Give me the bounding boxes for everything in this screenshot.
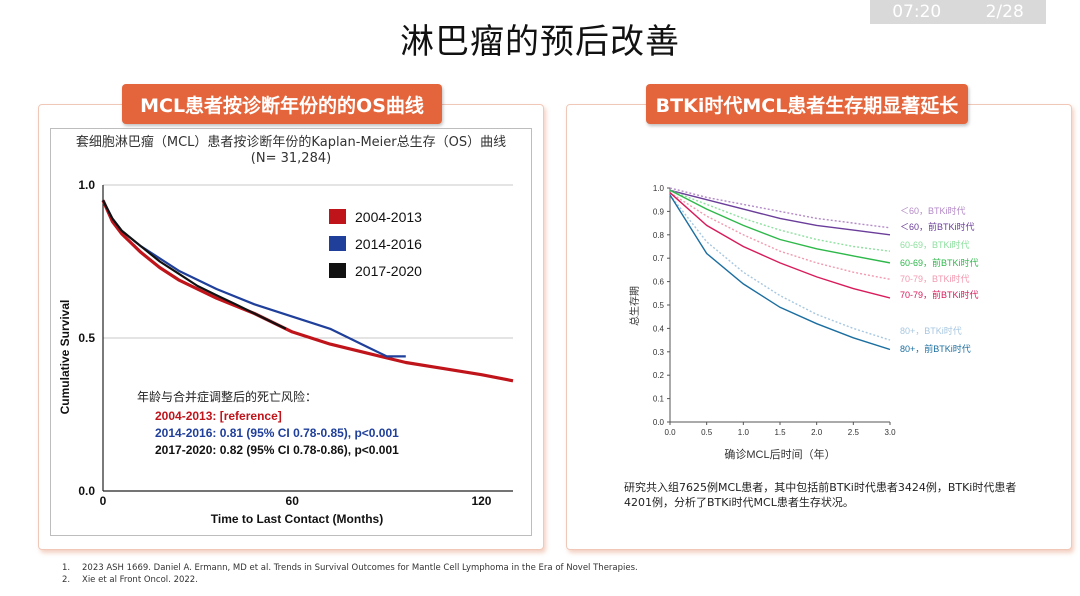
sv-series-label: 60-69，BTKi时代	[900, 239, 970, 250]
reference-1: 1. 2023 ASH 1669. Daniel A. Ermann, MD et…	[62, 563, 638, 573]
km-ytick-label: 0.5	[78, 331, 95, 345]
sv-series-line	[669, 187, 891, 229]
km-series	[101, 199, 514, 383]
km-chart-box: 套细胞淋巴瘤（MCL）患者按诊断年份的Kaplan-Meier总生存（OS）曲线…	[50, 128, 532, 536]
hr-heading: 年龄与合并症调整后的死亡风险：	[137, 389, 317, 404]
km-series-2017-2020	[102, 199, 287, 330]
sv-series-label: ＜60，前BTKi时代	[900, 221, 975, 232]
sv-ytick-label: 0.1	[653, 395, 665, 404]
km-xlabel: Time to Last Contact (Months)	[211, 512, 383, 526]
age-survival-plot: 0.0 0.1 0.2 0.3 0.4 0.5 0.6 0.7 0.8 0.9 1.0 0.0 0.5 1…	[628, 184, 979, 461]
right-panel-header: BTKi时代MCL患者生存期显著延长	[646, 84, 968, 124]
km-series-2004-2013	[101, 199, 514, 383]
sv-xtick-label: 1.0	[738, 428, 750, 437]
right-card	[566, 104, 1072, 550]
km-plot: 0.0 0.5 1.0 0 60 120 2004-2013 2014-2016 2017-2…	[58, 178, 514, 526]
page-counter: 2/28	[985, 2, 1024, 22]
sv-series-line	[669, 189, 891, 252]
km-ytick-label: 1.0	[78, 178, 95, 192]
study-description: 研究共入组7625例MCL患者，其中包括前BTKi时代患者3424例，BTKi时…	[624, 481, 1017, 509]
km-legend-label: 2014-2016	[355, 236, 422, 252]
sv-xtick-label: 3.0	[884, 428, 896, 437]
sv-ytick-label: 0.3	[653, 348, 665, 357]
sv-series-label: 70-79，BTKi时代	[900, 273, 970, 284]
left-panel-header: MCL患者按诊断年份的的OS曲线	[122, 84, 442, 124]
sv-xtick-label: 0.0	[664, 428, 676, 437]
references: 1. 2023 ASH 1669. Daniel A. Ermann, MD et…	[62, 562, 638, 586]
sv-series-label: 60-69，前BTKi时代	[900, 257, 979, 268]
slide-status-bar: 07:20 2/28	[870, 0, 1046, 24]
sv-series-line	[669, 192, 891, 280]
km-ytick-label: 0.0	[78, 484, 95, 498]
sv-ytick-label: 1.0	[653, 184, 665, 193]
slide-title: 淋巴瘤的预后改善	[400, 22, 680, 62]
km-legend-swatch	[329, 209, 346, 224]
sv-axes: 0.0 0.1 0.2 0.3 0.4 0.5 0.6 0.7 0.8 0.9 1.0 0.0 0.5 1…	[653, 184, 896, 437]
sv-ytick-label: 0.7	[653, 254, 665, 263]
sv-series-line	[669, 194, 891, 351]
sv-xtick-label: 1.5	[774, 428, 786, 437]
sv-series-label: ＜60，BTKi时代	[900, 205, 966, 216]
sv-xtick-label: 0.5	[701, 428, 713, 437]
sv-ytick-label: 0.6	[653, 278, 665, 287]
sv-series-line	[669, 189, 891, 236]
km-ylabel: Cumulative Survival	[58, 300, 72, 415]
hr-row-2004: 2004-2013: [reference]	[155, 409, 282, 423]
sv-xlabel: 确诊MCL后时间（年）	[724, 447, 835, 461]
sv-ytick-label: 0.2	[653, 371, 665, 380]
sv-ytick-label: 0.4	[653, 324, 665, 333]
km-xtick-label: 60	[286, 494, 300, 508]
sv-ytick-label: 0.8	[653, 231, 665, 240]
km-legend-label: 2017-2020	[355, 263, 422, 279]
sv-ylabel: 总生存期	[628, 286, 641, 326]
sv-series-line	[669, 194, 891, 341]
sv-xtick-label: 2.5	[848, 428, 860, 437]
sv-series-line	[669, 189, 891, 264]
hr-row-2014: 2014-2016: 0.81 (95% CI 0.78-0.85), p<0.…	[155, 426, 399, 440]
sv-series-labels: ＜60，BTKi时代 ＜60，前BTKi时代 60-69，BTKi时代 60-69，前…	[900, 205, 979, 354]
sv-series-label: 80+，BTKi时代	[900, 325, 962, 336]
km-legend-swatch	[329, 236, 346, 251]
km-xtick-label: 120	[471, 494, 491, 508]
km-legend: 2004-2013 2014-2016 2017-2020	[329, 209, 422, 279]
km-axes: 0.0 0.5 1.0 0 60 120	[78, 178, 513, 508]
sv-series-line	[669, 192, 891, 299]
sv-series	[669, 187, 891, 351]
hr-row-2017: 2017-2020: 0.82 (95% CI 0.78-0.86), p<0.…	[155, 443, 399, 457]
reference-2: 2. Xie et al Front Oncol. 2022.	[62, 575, 198, 585]
km-title-line2: (N= 31,284)	[250, 151, 332, 166]
km-legend-label: 2004-2013	[355, 209, 422, 225]
elapsed-time: 07:20	[892, 2, 942, 22]
km-chart-title: 套细胞淋巴瘤（MCL）患者按诊断年份的Kaplan-Meier总生存（OS）曲线…	[51, 135, 531, 167]
sv-xtick-label: 2.0	[811, 428, 823, 437]
km-title-line1: 套细胞淋巴瘤（MCL）患者按诊断年份的Kaplan-Meier总生存（OS）曲线	[75, 135, 507, 150]
km-xtick-label: 0	[100, 494, 107, 508]
sv-ytick-label: 0.0	[653, 418, 665, 427]
sv-series-label: 80+，前BTKi时代	[900, 343, 971, 354]
sv-ytick-label: 0.9	[653, 207, 665, 216]
sv-ytick-label: 0.5	[653, 301, 665, 310]
sv-series-label: 70-79，前BTKi时代	[900, 289, 979, 300]
km-legend-swatch	[329, 263, 346, 278]
